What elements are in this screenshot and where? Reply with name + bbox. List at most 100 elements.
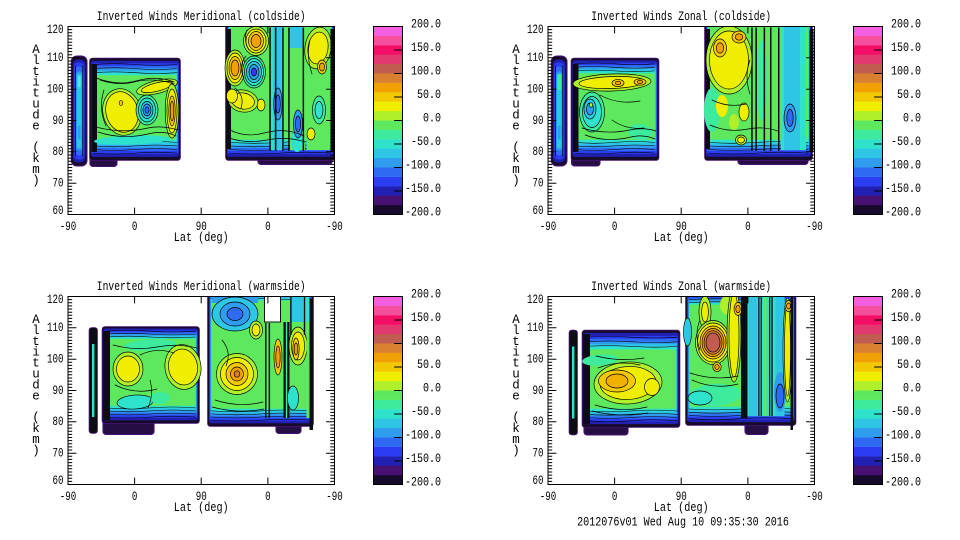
svg-text:e: e xyxy=(512,388,520,403)
svg-text:110: 110 xyxy=(47,320,64,335)
svg-text:0: 0 xyxy=(745,489,751,504)
svg-text:l: l xyxy=(32,53,40,68)
svg-text:60: 60 xyxy=(533,203,544,218)
svg-text:A: A xyxy=(32,312,40,327)
svg-text:-50.0: -50.0 xyxy=(411,404,441,419)
svg-text:-100.0: -100.0 xyxy=(405,158,441,173)
svg-text:-100.0: -100.0 xyxy=(405,428,441,443)
svg-text:110: 110 xyxy=(527,50,544,65)
svg-text:Inverted Winds Zonal (coldside: Inverted Winds Zonal (coldside) xyxy=(591,9,771,24)
svg-text:150.0: 150.0 xyxy=(411,40,441,55)
svg-text:150.0: 150.0 xyxy=(411,310,441,325)
svg-text:0.0: 0.0 xyxy=(423,381,441,396)
svg-text:0: 0 xyxy=(132,489,138,504)
svg-text:-200.0: -200.0 xyxy=(405,475,441,490)
svg-text:): ) xyxy=(512,173,520,188)
svg-text:-150.0: -150.0 xyxy=(885,181,921,196)
svg-text:u: u xyxy=(32,97,40,112)
svg-text:200.0: 200.0 xyxy=(891,287,921,302)
svg-text:-150.0: -150.0 xyxy=(885,451,921,466)
svg-text:0: 0 xyxy=(612,489,618,504)
svg-text:50.0: 50.0 xyxy=(897,357,921,372)
svg-text:d: d xyxy=(32,107,40,122)
svg-text:t: t xyxy=(32,64,40,79)
svg-text:90: 90 xyxy=(53,383,64,398)
svg-text:60: 60 xyxy=(53,203,64,218)
svg-text:90: 90 xyxy=(53,113,64,128)
svg-text:-90: -90 xyxy=(60,489,77,504)
svg-text:70: 70 xyxy=(53,176,64,191)
svg-text:90: 90 xyxy=(676,489,687,504)
svg-text:i: i xyxy=(32,345,40,360)
svg-text:0: 0 xyxy=(612,219,618,234)
svg-text:-50.0: -50.0 xyxy=(891,404,921,419)
svg-text:100.0: 100.0 xyxy=(411,64,441,79)
svg-text:200.0: 200.0 xyxy=(411,17,441,32)
svg-text:200.0: 200.0 xyxy=(411,287,441,302)
svg-text:120: 120 xyxy=(47,292,64,307)
svg-text:70: 70 xyxy=(533,446,544,461)
svg-text:0: 0 xyxy=(745,219,751,234)
svg-text:90: 90 xyxy=(196,219,207,234)
svg-text:u: u xyxy=(32,367,40,382)
svg-text:t: t xyxy=(32,334,40,349)
svg-text:90: 90 xyxy=(676,219,687,234)
svg-text:100: 100 xyxy=(527,82,544,97)
svg-text:e: e xyxy=(512,118,520,133)
svg-text:-90: -90 xyxy=(540,219,557,234)
svg-text:k: k xyxy=(512,421,520,436)
svg-text:50.0: 50.0 xyxy=(417,87,441,102)
svg-text:Inverted Winds Meridional (war: Inverted Winds Meridional (warmside) xyxy=(97,279,306,294)
svg-text:-100.0: -100.0 xyxy=(885,158,921,173)
svg-text:110: 110 xyxy=(527,320,544,335)
svg-text:80: 80 xyxy=(53,414,64,429)
svg-text:t: t xyxy=(512,64,520,79)
svg-text:60: 60 xyxy=(533,473,544,488)
svg-text:100: 100 xyxy=(47,82,64,97)
svg-text:m: m xyxy=(512,432,520,447)
svg-text:80: 80 xyxy=(533,144,544,159)
svg-text:0.0: 0.0 xyxy=(903,381,921,396)
svg-text:m: m xyxy=(32,162,40,177)
svg-text:i: i xyxy=(512,345,520,360)
svg-text:-90: -90 xyxy=(806,219,823,234)
svg-text:-90: -90 xyxy=(326,219,343,234)
svg-text:100.0: 100.0 xyxy=(411,334,441,349)
svg-text:d: d xyxy=(512,107,520,122)
svg-text:t: t xyxy=(512,356,520,371)
svg-text:m: m xyxy=(512,162,520,177)
svg-text:0.0: 0.0 xyxy=(903,111,921,126)
svg-text:Inverted Winds Zonal (warmside: Inverted Winds Zonal (warmside) xyxy=(591,279,771,294)
svg-text:A: A xyxy=(512,312,520,327)
svg-text:90: 90 xyxy=(533,113,544,128)
svg-text:e: e xyxy=(32,388,40,403)
svg-text:Lat (deg): Lat (deg) xyxy=(654,500,709,515)
svg-text:Lat (deg): Lat (deg) xyxy=(174,500,229,515)
svg-text:(: ( xyxy=(512,140,520,155)
svg-text:Inverted Winds Meridional (col: Inverted Winds Meridional (coldside) xyxy=(97,9,306,24)
svg-text:80: 80 xyxy=(533,414,544,429)
svg-text:-90: -90 xyxy=(540,489,557,504)
svg-text:120: 120 xyxy=(527,292,544,307)
svg-text:): ) xyxy=(512,443,520,458)
svg-text:Lat (deg): Lat (deg) xyxy=(654,230,709,245)
svg-text:90: 90 xyxy=(196,489,207,504)
svg-text:2012076v01 Wed Aug 10 09:35:30: 2012076v01 Wed Aug 10 09:35:30 2016 xyxy=(577,515,789,530)
svg-text:-200.0: -200.0 xyxy=(885,205,921,220)
svg-text:k: k xyxy=(32,421,40,436)
svg-text:60: 60 xyxy=(53,473,64,488)
svg-text:t: t xyxy=(32,356,40,371)
svg-text:70: 70 xyxy=(53,446,64,461)
svg-text:Lat (deg): Lat (deg) xyxy=(174,230,229,245)
svg-text:-200.0: -200.0 xyxy=(405,205,441,220)
svg-text:A: A xyxy=(512,42,520,57)
svg-text:120: 120 xyxy=(47,22,64,37)
svg-text:l: l xyxy=(32,323,40,338)
svg-text:100: 100 xyxy=(527,352,544,367)
svg-text:-90: -90 xyxy=(806,489,823,504)
svg-text:120: 120 xyxy=(527,22,544,37)
svg-text:-150.0: -150.0 xyxy=(405,181,441,196)
svg-text:t: t xyxy=(32,86,40,101)
svg-text:(: ( xyxy=(32,410,40,425)
svg-text:A: A xyxy=(32,42,40,57)
